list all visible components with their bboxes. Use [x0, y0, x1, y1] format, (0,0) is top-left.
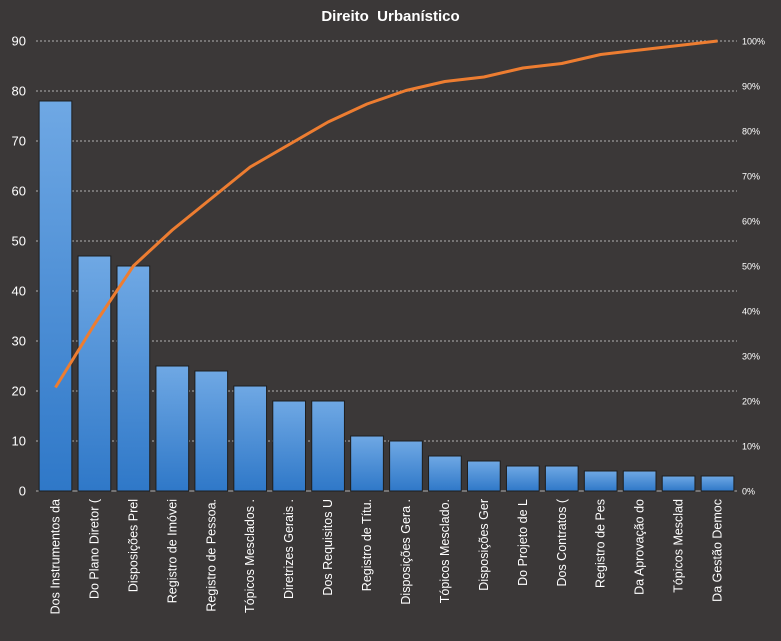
y-tick-label: 50 [12, 234, 26, 249]
bar [700, 475, 735, 492]
y-tick-label: 90 [12, 34, 26, 49]
y-tick-label: 10 [12, 434, 26, 449]
category-label: Diretrizes Gerais . [282, 499, 296, 599]
y2-tick-label: 60% [742, 217, 760, 227]
bar [233, 385, 268, 492]
y-tick-label: 20 [12, 384, 26, 399]
bars [38, 100, 735, 492]
category-label: Tópicos Mesclados . [243, 499, 257, 613]
category-label: Registro de Títu. [360, 499, 374, 591]
category-label: Dos Instrumentos da [48, 499, 62, 614]
category-label: Disposições Prel [126, 499, 140, 592]
bar [389, 440, 423, 492]
category-label: Do Plano Diretor ( [87, 498, 101, 599]
y-axis-ticks: 0 10 20 30 40 50 60 70 80 90 [12, 34, 26, 499]
bar [661, 475, 696, 492]
y-tick-label: 30 [12, 334, 26, 349]
category-label: Da Gestão Democ [711, 499, 725, 602]
category-label: Da Aprovação do [633, 499, 647, 595]
bar [272, 400, 306, 492]
category-label: Tópicos Mesclado. [438, 499, 452, 603]
category-label: Disposições Ger [477, 499, 491, 591]
y-tick-label: 60 [12, 184, 26, 199]
chart-title: Direito Urbanístico [321, 8, 460, 25]
y-tick-label: 0 [19, 484, 26, 499]
gridlines [36, 40, 737, 492]
category-label: Dos Requisitos U [321, 499, 335, 596]
y2-tick-label: 40% [742, 307, 760, 317]
bar [428, 455, 462, 492]
bar [116, 265, 151, 492]
bar [544, 465, 579, 492]
category-label: Registro de Pes [594, 499, 608, 588]
category-label: Registro de Imóvei [165, 499, 179, 603]
bar [155, 365, 190, 492]
bar [467, 460, 501, 492]
y2-tick-label: 10% [742, 442, 760, 452]
category-label: Disposições Gera . [399, 499, 413, 605]
bar [350, 435, 384, 492]
bar [505, 465, 540, 492]
bar [194, 370, 229, 492]
bar [38, 100, 73, 492]
category-label: Registro de Pessoa. [204, 499, 218, 612]
y-tick-label: 80 [12, 84, 26, 99]
y2-tick-label: 80% [742, 127, 760, 137]
y2-tick-label: 30% [742, 352, 760, 362]
y2-tick-label: 20% [742, 397, 760, 407]
x-axis-labels: Dos Instrumentos da Do Plano Diretor ( Dis… [48, 498, 724, 614]
y-tick-label: 70 [12, 134, 26, 149]
bar [583, 470, 618, 492]
y2-tick-label: 0% [742, 487, 755, 497]
category-label: Do Projeto de L [516, 499, 530, 586]
y2-tick-label: 50% [742, 262, 760, 272]
category-label: Dos Contratos ( [555, 498, 569, 586]
y2-tick-label: 100% [742, 37, 765, 47]
y2-tick-label: 70% [742, 172, 760, 182]
category-label: Tópicos Mesclad [672, 499, 686, 593]
bar [311, 400, 345, 492]
bar [77, 255, 112, 492]
cumulative-line-path [54, 39, 718, 389]
y2-axis-ticks: 0% 10% 20% 30% 40% 50% 60% 70% 80% 90% 100% [742, 37, 765, 497]
bar [622, 470, 657, 492]
y-tick-label: 40 [12, 284, 26, 299]
cumulative-line [54, 39, 718, 389]
y2-tick-label: 90% [742, 82, 760, 92]
